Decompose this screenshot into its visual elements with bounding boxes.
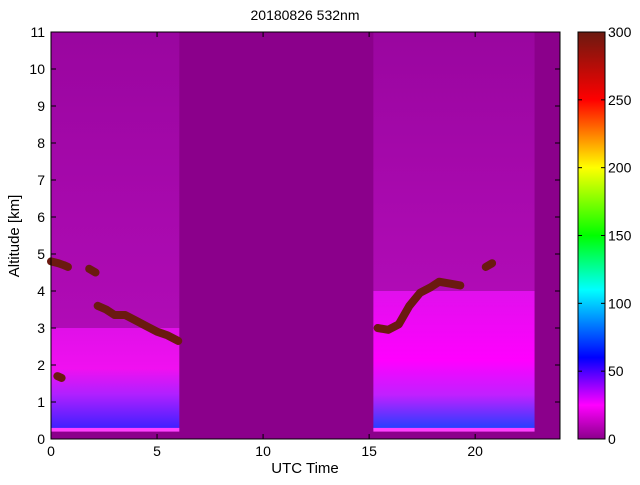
y-tick-label: 8 (37, 135, 45, 151)
y-tick-label: 4 (37, 283, 45, 299)
colorbar-tick-label: 0 (608, 431, 616, 447)
y-tick-label: 3 (37, 320, 45, 336)
boundary-layer-region (51, 328, 180, 430)
colorbar: 0 50 100 150 200 250 300 (577, 24, 632, 447)
colorbar-tick-label: 200 (608, 160, 632, 176)
cloud-layer (85, 264, 100, 277)
plot-frame (50, 31, 561, 440)
noise-region (51, 32, 180, 328)
y-tick-label: 5 (37, 246, 45, 262)
y-tick-label: 2 (37, 357, 45, 373)
chart-title: 20180826 532nm (251, 7, 360, 23)
x-tick-label: 0 (47, 443, 55, 459)
y-tick-label: 7 (37, 172, 45, 188)
y-tick-label: 0 (37, 431, 45, 447)
colorbar-tick-label: 300 (608, 24, 632, 40)
cloud-layer (93, 301, 183, 345)
x-axis-label: UTC Time (271, 460, 339, 477)
colorbar-tick-label: 150 (608, 228, 632, 244)
y-axis-label: Altitude [km] (6, 195, 23, 278)
x-tick-label: 20 (467, 443, 483, 459)
axes: 0 5 10 15 20 0 1 2 3 4 5 6 7 8 9 10 11 (29, 24, 561, 459)
colorbar-tick-label: 50 (608, 363, 624, 379)
x-tick-label: 15 (361, 443, 377, 459)
cloud-layer (481, 259, 497, 271)
cloud-layer (47, 257, 72, 271)
y-tick-label: 9 (37, 98, 45, 114)
colorbar-gradient (577, 31, 606, 440)
x-tick-label: 10 (255, 443, 271, 459)
plot-area (47, 32, 560, 439)
y-tick-label: 10 (29, 61, 45, 77)
boundary-layer-region (373, 291, 535, 430)
noise-region (373, 32, 535, 291)
y-tick-label: 1 (37, 394, 45, 410)
colorbar-tick-label: 100 (608, 295, 632, 311)
y-tick-label: 6 (37, 209, 45, 225)
cloud-layer (53, 372, 66, 382)
y-tick-label: 11 (30, 24, 45, 40)
cloud-layer (373, 277, 465, 334)
surface-band (373, 427, 535, 432)
surface-band (51, 427, 180, 432)
colorbar-tick-label: 250 (608, 92, 632, 108)
x-tick-label: 5 (153, 443, 161, 459)
